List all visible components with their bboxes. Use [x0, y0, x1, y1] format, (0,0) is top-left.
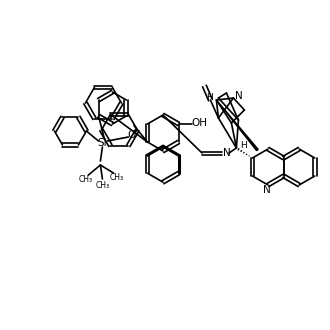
Text: H: H: [206, 93, 213, 103]
Text: OH: OH: [192, 118, 208, 128]
Text: O: O: [127, 130, 136, 140]
Polygon shape: [216, 100, 258, 150]
Text: H: H: [240, 142, 247, 150]
Text: N: N: [235, 91, 242, 101]
Text: CH₃: CH₃: [78, 175, 92, 183]
Text: Si: Si: [98, 138, 107, 148]
Text: CH₃: CH₃: [109, 173, 123, 182]
Text: N: N: [263, 185, 271, 195]
Text: N: N: [223, 148, 231, 158]
Text: CH₃: CH₃: [95, 181, 110, 189]
